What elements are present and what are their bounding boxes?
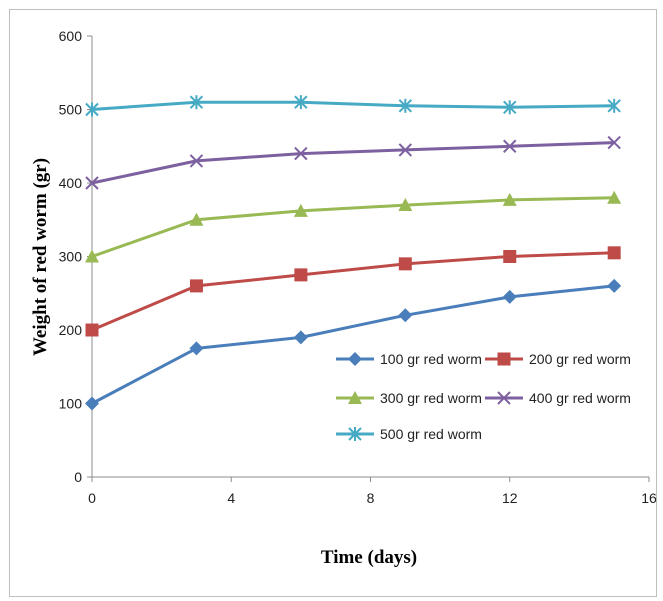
y-tick-label: 300 xyxy=(59,249,83,265)
series-line xyxy=(91,141,615,185)
data-point xyxy=(502,289,517,304)
legend-swatch-marker xyxy=(348,427,362,441)
data-point xyxy=(607,98,621,113)
series-3 xyxy=(85,190,622,263)
y-tick-label: 500 xyxy=(59,102,83,118)
legend-item: 500 gr red worm xyxy=(336,426,482,442)
data-point xyxy=(398,198,413,212)
data-point xyxy=(189,154,204,168)
data-point xyxy=(293,330,308,345)
series-1 xyxy=(85,278,622,411)
legend: 100 gr red worm 200 gr red worm 300 gr red… xyxy=(336,351,631,442)
data-point xyxy=(85,102,99,117)
data-point xyxy=(85,176,99,190)
legend-item: 400 gr red worm xyxy=(485,390,631,406)
data-point xyxy=(607,278,622,293)
legend-label: 500 gr red worm xyxy=(380,426,482,442)
legend-label: 400 gr red worm xyxy=(529,390,631,406)
y-tick-label: 400 xyxy=(59,175,83,191)
data-point xyxy=(294,268,308,282)
series-line xyxy=(91,196,615,258)
x-tick-label: 16 xyxy=(641,490,657,506)
data-point xyxy=(85,396,99,411)
legend-swatch-marker xyxy=(348,391,362,404)
data-point xyxy=(607,190,622,204)
data-point xyxy=(398,308,413,323)
data-point xyxy=(398,98,413,113)
data-point xyxy=(293,203,308,217)
data-point xyxy=(294,95,308,110)
legend-label: 300 gr red worm xyxy=(380,390,482,406)
data-point xyxy=(189,95,204,110)
series-2 xyxy=(85,246,621,337)
y-tick-label: 600 xyxy=(59,28,83,44)
y-tick-label: 200 xyxy=(59,322,83,338)
data-point xyxy=(189,341,204,356)
series-line xyxy=(91,251,615,332)
x-axis-title: Time (days) xyxy=(321,547,417,568)
series-4 xyxy=(85,135,621,190)
data-point xyxy=(85,249,99,263)
data-point xyxy=(503,139,517,153)
legend-item: 100 gr red worm xyxy=(336,351,482,367)
legend-label: 200 gr red worm xyxy=(529,351,631,367)
data-point xyxy=(502,192,517,206)
data-point xyxy=(189,212,204,226)
data-point xyxy=(503,250,517,263)
data-point xyxy=(607,246,621,260)
legend-swatch-marker xyxy=(497,391,511,405)
series-5 xyxy=(85,95,621,117)
x-tick-label: 4 xyxy=(227,490,235,506)
x-tick-label: 12 xyxy=(502,490,518,506)
series-line xyxy=(91,100,615,111)
legend-item: 300 gr red worm xyxy=(336,390,482,406)
data-point xyxy=(189,279,203,293)
data-point xyxy=(503,100,517,115)
y-tick-label: 0 xyxy=(74,469,82,485)
series-line xyxy=(91,284,615,405)
legend-item: 200 gr red worm xyxy=(485,351,631,367)
legend-label: 100 gr red worm xyxy=(380,351,482,367)
data-point xyxy=(398,143,413,157)
legend-swatch-marker xyxy=(348,352,362,366)
data-point xyxy=(398,257,412,271)
legend-swatch-marker xyxy=(497,352,511,366)
series-layer xyxy=(85,95,622,411)
y-tick-label: 100 xyxy=(59,396,83,412)
data-point xyxy=(607,135,621,150)
x-tick-label: 8 xyxy=(367,490,375,506)
data-point xyxy=(294,146,308,161)
x-tick-label: 0 xyxy=(88,490,96,506)
data-point xyxy=(85,323,99,337)
y-axis-title: Weight of red worm (gr) xyxy=(30,158,51,356)
